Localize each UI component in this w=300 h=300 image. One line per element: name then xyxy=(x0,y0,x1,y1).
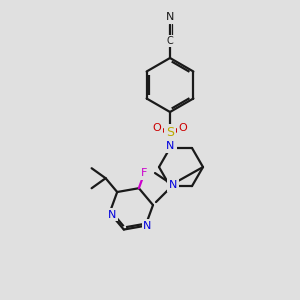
Text: C: C xyxy=(167,36,173,46)
Text: N: N xyxy=(143,221,152,231)
Text: S: S xyxy=(166,125,174,139)
Text: N: N xyxy=(166,12,174,22)
Text: N: N xyxy=(107,210,116,220)
Text: F: F xyxy=(141,168,148,178)
Text: O: O xyxy=(178,123,188,133)
Text: N: N xyxy=(169,180,177,190)
Text: N: N xyxy=(167,141,175,151)
Text: N: N xyxy=(166,141,174,151)
Text: O: O xyxy=(153,123,161,133)
